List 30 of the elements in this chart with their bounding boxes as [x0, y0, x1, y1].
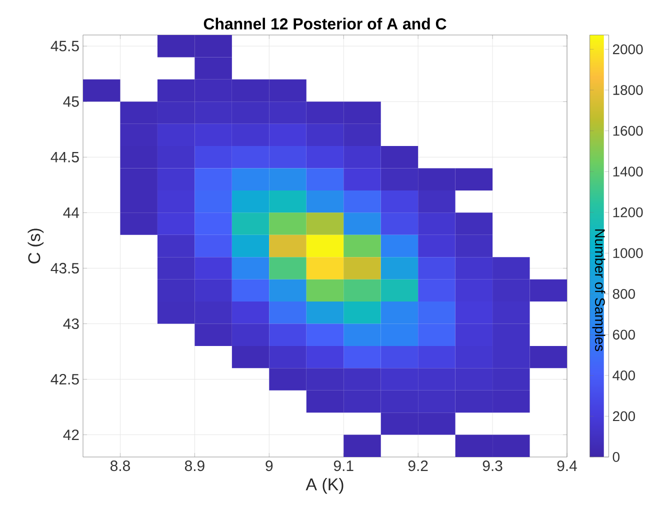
y-tick-label: 42	[63, 430, 79, 440]
y-tick-label: 44.5	[50, 152, 79, 162]
chart-title: Channel 12 Posterior of A and C	[204, 18, 446, 30]
y-tick-label: 45	[63, 96, 79, 107]
color-bar-label: 2000	[612, 44, 643, 54]
x-tick-label: 9	[266, 460, 273, 472]
color-bar-label: 400	[612, 370, 636, 380]
y-tick-label: 42.5	[50, 374, 79, 385]
x-tick-label: 8.9	[184, 460, 204, 472]
color-bar-label: 1200	[613, 207, 643, 218]
y-axis-title: C (s)	[28, 228, 44, 264]
color-bar-label: 1400	[613, 166, 643, 177]
y-tick-label: 43.5	[50, 262, 79, 274]
color-bar-label: 1000	[613, 248, 643, 258]
y-tick-label: 44	[63, 208, 80, 218]
x-tick-label: 9.1	[334, 460, 354, 472]
color-bar-label: 200	[612, 411, 636, 422]
color-bar-label: 0	[612, 452, 620, 462]
color-bar-title: Number of Samples	[592, 230, 606, 352]
x-tick-label: 9.2	[408, 460, 428, 472]
x-tick-label: 8.8	[110, 460, 130, 472]
y-tick-label: 45.5	[50, 40, 79, 52]
color-bar-label: 600	[612, 330, 636, 340]
x-tick-label: 9.4	[557, 460, 577, 472]
color-bar-label: 800	[612, 288, 636, 299]
x-axis-title: A (K)	[306, 478, 344, 494]
color-bar-label: 1600	[613, 126, 643, 136]
x-tick-label: 9.3	[482, 460, 502, 472]
y-tick-label: 43	[63, 318, 79, 330]
color-bar-label: 1800	[613, 85, 643, 95]
